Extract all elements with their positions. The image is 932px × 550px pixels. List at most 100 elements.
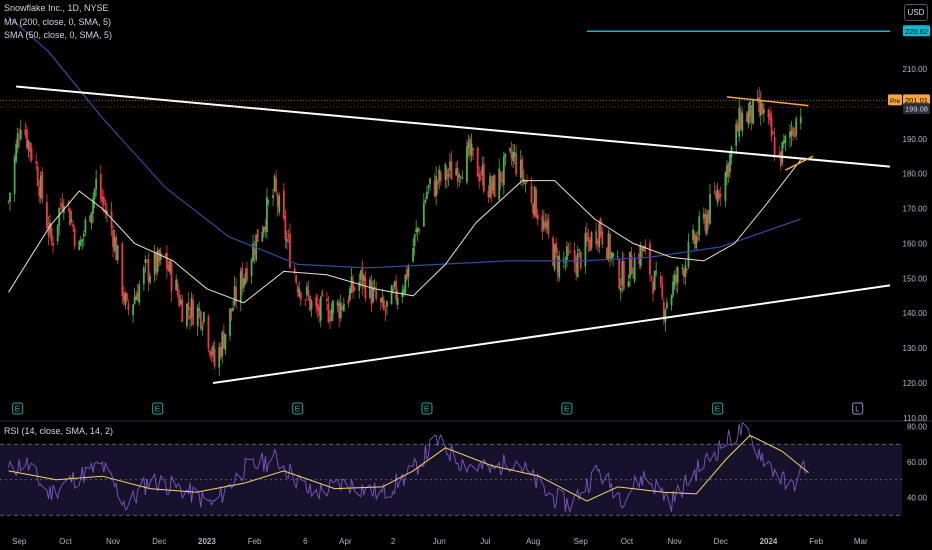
rsi-legend: RSI (14, close, SMA, 14, 2) bbox=[4, 426, 114, 436]
candle-body bbox=[736, 124, 739, 132]
candle-body bbox=[524, 182, 527, 185]
candle-body bbox=[509, 148, 511, 151]
candle-body bbox=[142, 267, 145, 285]
candle-body bbox=[641, 247, 644, 251]
candle-body bbox=[219, 347, 222, 358]
candle-body bbox=[616, 256, 619, 257]
candle-body bbox=[664, 310, 667, 323]
price-tick-label: 130.00 bbox=[903, 344, 928, 353]
candle-body bbox=[450, 161, 453, 180]
candle-body bbox=[639, 245, 642, 267]
time-tick-label: Aug bbox=[526, 537, 540, 546]
candle-body bbox=[544, 223, 547, 227]
candle-body bbox=[338, 303, 341, 319]
candle-body bbox=[316, 303, 319, 311]
symbol-legend: Snowflake Inc., 1D, NYSE bbox=[4, 3, 109, 13]
candle-body bbox=[101, 196, 104, 202]
candle-body bbox=[567, 251, 570, 253]
candle-body bbox=[352, 280, 354, 293]
candle-body bbox=[56, 224, 59, 242]
candle-body bbox=[741, 113, 744, 132]
premarket-price-value: 201.01 bbox=[905, 96, 928, 105]
trendlines[interactable] bbox=[0, 30, 891, 384]
candle-body bbox=[24, 129, 27, 136]
candle-body bbox=[315, 296, 318, 307]
candle-body bbox=[321, 291, 324, 297]
candle-body bbox=[375, 290, 378, 299]
candle-body bbox=[407, 266, 410, 277]
candle-body bbox=[418, 229, 421, 231]
ma200-line bbox=[8, 16, 801, 269]
candle-body bbox=[339, 302, 342, 319]
candle-body bbox=[90, 212, 93, 224]
time-tick-label: Sep bbox=[574, 537, 589, 546]
candle-body bbox=[784, 135, 787, 144]
candle-body bbox=[684, 265, 687, 277]
candle-body bbox=[596, 241, 599, 244]
candle-body bbox=[35, 161, 38, 164]
candle-body bbox=[541, 215, 544, 233]
candle-body bbox=[146, 260, 148, 262]
candle-body bbox=[510, 150, 513, 159]
candle-body bbox=[192, 300, 194, 325]
candle-body bbox=[659, 276, 662, 285]
candle-body bbox=[415, 229, 418, 233]
candle-body bbox=[149, 275, 151, 283]
candle-body bbox=[122, 292, 125, 302]
candle-body bbox=[310, 300, 313, 309]
currency-button[interactable]: USD bbox=[904, 4, 928, 21]
candle-body bbox=[622, 261, 625, 290]
candle-body bbox=[618, 259, 621, 289]
candle-body bbox=[213, 348, 216, 367]
candle-body bbox=[595, 231, 598, 245]
event-markers[interactable] bbox=[12, 402, 864, 415]
candle-body bbox=[698, 216, 701, 236]
candle-body bbox=[393, 281, 396, 287]
price-tick-label: 140.00 bbox=[903, 309, 928, 318]
candle-body bbox=[93, 189, 96, 199]
candle-body bbox=[232, 307, 234, 311]
candle-body bbox=[373, 287, 376, 288]
candle-body bbox=[792, 127, 794, 135]
candle-body bbox=[341, 306, 344, 310]
candle-body bbox=[718, 193, 721, 199]
candle-body bbox=[209, 350, 211, 356]
price-tick-label: 150.00 bbox=[903, 274, 928, 283]
candle-body bbox=[682, 269, 685, 278]
candle-body bbox=[392, 289, 394, 291]
candle-body bbox=[526, 180, 528, 183]
time-tick-label: 6 bbox=[303, 537, 308, 546]
candle-body bbox=[747, 111, 750, 125]
candle-body bbox=[158, 249, 161, 263]
candle-body bbox=[198, 308, 201, 311]
candle-body bbox=[13, 156, 16, 194]
candle-body bbox=[724, 172, 727, 201]
candle-body bbox=[770, 117, 773, 137]
candle-body bbox=[695, 235, 698, 248]
candle-body bbox=[515, 153, 518, 175]
candle-body bbox=[273, 176, 276, 191]
candle-body bbox=[535, 189, 538, 218]
candle-body bbox=[426, 191, 428, 199]
candle-body bbox=[778, 153, 781, 155]
candle-body bbox=[629, 251, 631, 279]
candle-body bbox=[246, 268, 248, 281]
candle-body bbox=[199, 311, 202, 328]
candle-body bbox=[715, 191, 718, 199]
candle-body bbox=[135, 295, 138, 301]
candle-body bbox=[627, 281, 630, 287]
candle-body bbox=[455, 168, 458, 176]
candle-body bbox=[687, 241, 690, 267]
candle-body bbox=[649, 243, 651, 275]
candle-body bbox=[89, 215, 91, 222]
candle-body bbox=[304, 299, 307, 301]
candle-body bbox=[189, 315, 191, 320]
price-tick-label: 160.00 bbox=[903, 239, 928, 248]
candle-body bbox=[704, 214, 707, 231]
price-tick-label: 170.00 bbox=[903, 205, 928, 214]
time-axis[interactable]: Sep Oct Nov Dec 2023 Feb 6 Apr 2 Jun Jul Aug Sep Oct N… bbox=[12, 537, 868, 546]
candle-body bbox=[81, 239, 84, 242]
premarket-tag-label: Pre bbox=[890, 98, 901, 105]
candle-body bbox=[598, 223, 601, 248]
